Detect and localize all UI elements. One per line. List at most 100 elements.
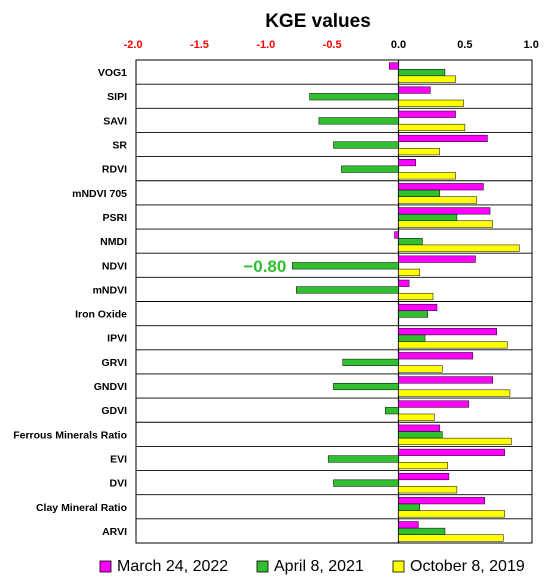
bar-march-24-2022-sr (398, 134, 488, 142)
bar-april-8-2021-psri (398, 213, 458, 222)
bar-april-8-2021-dvi (333, 479, 399, 487)
bar-october-8-2019-psri (398, 220, 493, 228)
bar-april-8-2021-evi (327, 455, 399, 463)
bar-april-8-2021-gdvi (384, 407, 399, 415)
legend-item-october-8-2019: October 8, 2019 (392, 558, 525, 575)
bar-march-24-2022-gndvi (398, 376, 493, 384)
bar-april-8-2021-iron-oxide (398, 310, 428, 318)
bar-october-8-2019-evi (398, 462, 448, 470)
bar-march-24-2022-dvi (398, 472, 450, 481)
bar-march-24-2022-clay-mineral-ratio (398, 497, 486, 505)
bar-october-8-2019-arvi (398, 534, 504, 542)
bar-march-24-2022-grvi (398, 352, 474, 360)
category-label-psri: PSRI (102, 212, 127, 224)
legend-swatch (256, 560, 269, 573)
bar-april-8-2021-ferrous-minerals-ratio (398, 431, 443, 439)
legend-label: April 8, 2021 (274, 558, 364, 575)
bar-april-8-2021-mndvi (296, 286, 399, 294)
bar-march-24-2022-rdvi (398, 159, 417, 167)
bar-april-8-2021-rdvi (341, 165, 399, 173)
legend-label: March 24, 2022 (117, 558, 228, 575)
legend-swatch (99, 560, 112, 573)
bar-april-8-2021-ndvi (292, 262, 399, 270)
legend-item-april-8-2021: April 8, 2021 (256, 558, 364, 575)
category-label-sr: SR (112, 140, 127, 152)
bar-april-8-2021-grvi (342, 358, 399, 366)
bar-march-24-2022-mndvi-705 (398, 183, 484, 191)
bar-october-8-2019-savi (398, 123, 466, 132)
bar-october-8-2019-vog1 (398, 75, 456, 83)
x-tick-label: 1.0 (524, 39, 539, 51)
category-label-ipvi: IPVI (107, 333, 127, 345)
x-axis-ticks: -2.0 -1.5 -1.0 -0.5 0.0 0.5 1.0 (124, 39, 539, 51)
category-label-vog1: VOG1 (98, 67, 127, 79)
category-label-nmdi: NMDI (100, 236, 127, 248)
bar-march-24-2022-vog1 (388, 62, 399, 70)
x-tick-label: -2.0 (124, 39, 143, 51)
bar-april-8-2021-ipvi (398, 334, 426, 342)
bar-march-24-2022-nmdi (394, 231, 399, 239)
x-tick-label: -1.0 (256, 39, 275, 51)
legend: March 24, 2022 April 8, 2021 October 8, 20… (99, 558, 525, 575)
category-label-gndvi: GNDVI (94, 381, 127, 393)
bar-march-24-2022-ndvi (398, 255, 476, 263)
bar-march-24-2022-ferrous-minerals-ratio (398, 424, 440, 432)
bar-october-8-2019-ndvi (398, 268, 420, 276)
category-label-ferrous-minerals-ratio: Ferrous Minerals Ratio (13, 429, 127, 441)
category-label-clay-mineral-ratio: Clay Mineral Ratio (36, 502, 127, 514)
bar-march-24-2022-sipi (398, 86, 431, 94)
annotation-ndvi: −0.80 (243, 257, 286, 276)
category-label-grvi: GRVI (102, 357, 128, 369)
category-label-savi: SAVI (103, 115, 127, 127)
bar-october-8-2019-gdvi (398, 413, 435, 421)
category-label-sipi: SIPI (107, 91, 127, 103)
bar-march-24-2022-iron-oxide (398, 303, 438, 312)
x-tick-label: -0.5 (323, 39, 342, 51)
x-tick-label: 0.5 (457, 39, 472, 51)
legend-item-march-24-2022: March 24, 2022 (99, 558, 228, 575)
bar-october-8-2019-dvi (398, 486, 458, 494)
bar-april-8-2021-gndvi (333, 382, 399, 391)
category-label-rdvi: RDVI (102, 164, 127, 176)
bar-october-8-2019-gndvi (398, 389, 511, 397)
x-tick-label: 0.0 (391, 39, 406, 51)
bar-april-8-2021-sr (333, 141, 399, 149)
category-label-ndvi: NDVI (102, 260, 127, 272)
bar-october-8-2019-sipi (398, 99, 464, 107)
bar-march-24-2022-evi (398, 448, 505, 456)
bar-october-8-2019-nmdi (398, 244, 520, 252)
bar-march-24-2022-arvi (398, 521, 419, 529)
chart-title: KGE values (265, 11, 371, 32)
bar-march-24-2022-gdvi (398, 400, 470, 408)
category-label-mndvi-705: mNDVI 705 (72, 188, 127, 200)
bar-april-8-2021-arvi (398, 527, 446, 535)
bar-october-8-2019-rdvi (398, 172, 456, 180)
legend-label: October 8, 2019 (410, 558, 525, 575)
bar-march-24-2022-savi (398, 110, 456, 118)
bar-october-8-2019-ferrous-minerals-ratio (398, 437, 512, 445)
bar-april-8-2021-nmdi (398, 238, 423, 246)
category-label-dvi: DVI (109, 478, 127, 490)
bar-october-8-2019-sr (398, 148, 440, 156)
category-label-iron-oxide: Iron Oxide (75, 309, 127, 321)
category-label-mndvi: mNDVI (93, 284, 128, 296)
bar-march-24-2022-mndvi (398, 279, 410, 287)
bar-october-8-2019-grvi (398, 365, 443, 373)
bar-october-8-2019-mndvi-705 (398, 196, 478, 204)
category-label-arvi: ARVI (102, 526, 127, 538)
bar-april-8-2021-vog1 (398, 69, 446, 77)
bar-april-8-2021-savi (318, 117, 399, 125)
bar-april-8-2021-mndvi-705 (398, 189, 440, 197)
plot-area (135, 59, 533, 544)
legend-swatch (392, 560, 405, 573)
bar-april-8-2021-clay-mineral-ratio (398, 503, 420, 511)
annotations: −0.80 (243, 257, 286, 276)
bar-october-8-2019-mndvi (398, 292, 434, 301)
bar-october-8-2019-clay-mineral-ratio (398, 510, 505, 518)
bar-october-8-2019-ipvi (398, 341, 508, 349)
bars (292, 62, 520, 542)
bar-march-24-2022-ipvi (398, 328, 497, 336)
x-tick-label: -1.5 (190, 39, 209, 51)
bar-april-8-2021-sipi (309, 93, 399, 101)
